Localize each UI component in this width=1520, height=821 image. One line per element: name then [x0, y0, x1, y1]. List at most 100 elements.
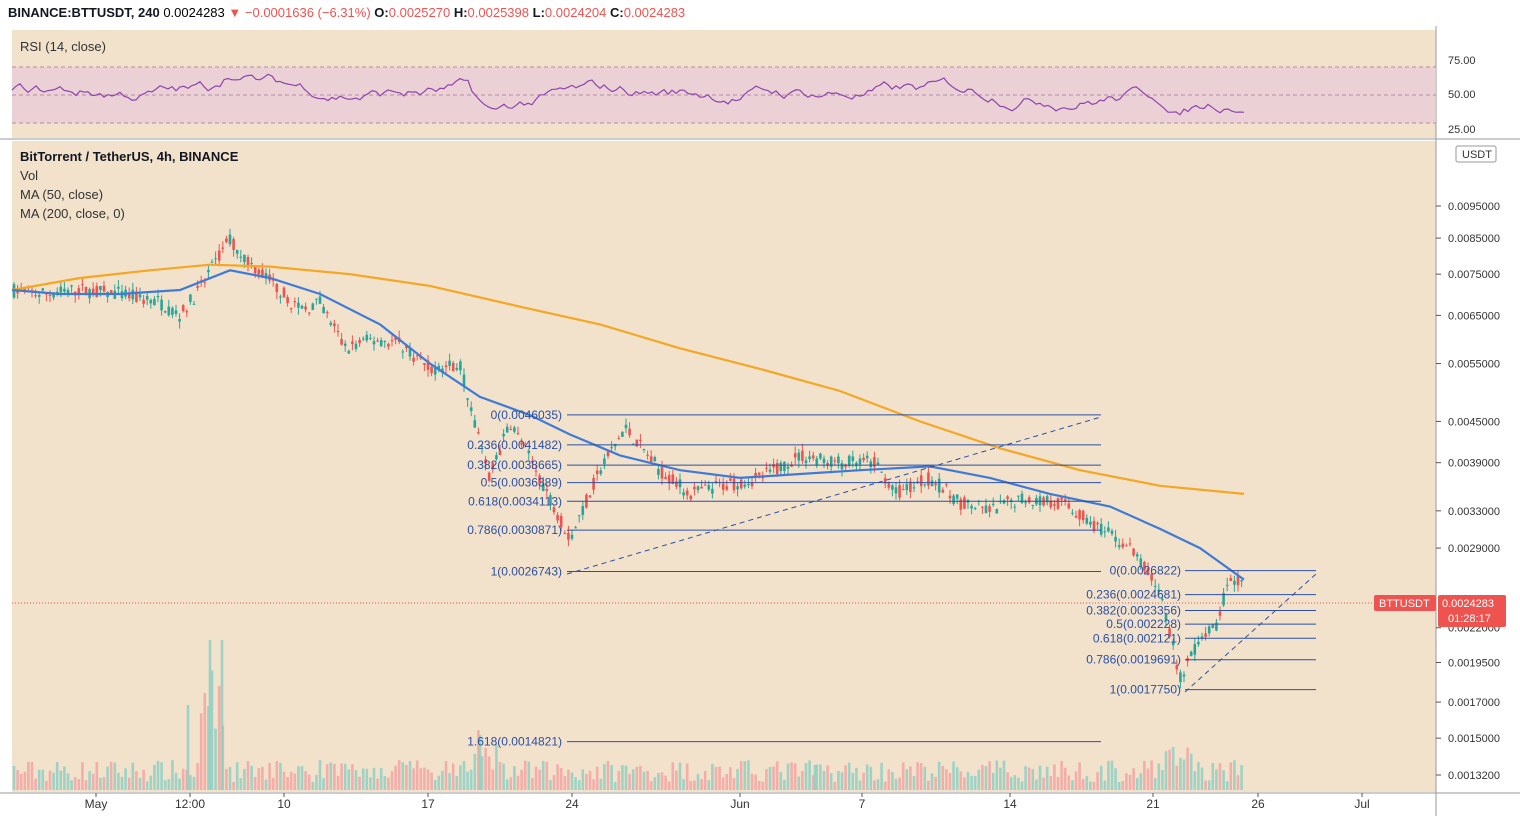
candle-body	[1161, 599, 1164, 601]
volume-bar	[545, 761, 549, 790]
candle-body	[1204, 633, 1207, 637]
main-legend-title[interactable]: BitTorrent / TetherUS, 4h, BINANCE	[20, 149, 239, 164]
volume-bar	[1002, 760, 1006, 790]
volume-bar	[1078, 762, 1081, 790]
legend-ma200[interactable]: MA (200, close, 0)	[20, 206, 125, 221]
candle-body	[232, 238, 235, 250]
volume-bar	[1060, 760, 1063, 790]
volume-bar	[41, 769, 45, 790]
candle-body	[851, 456, 855, 462]
fib-level-label: 0.618(0.0034113)	[468, 494, 562, 508]
candle-body	[293, 301, 297, 303]
volume-bar	[174, 772, 178, 790]
volume-bar	[736, 768, 739, 790]
candle-body	[1135, 554, 1139, 557]
candle-body	[570, 534, 574, 539]
candle-body	[858, 458, 862, 465]
volume-bar	[286, 777, 289, 790]
volume-bar	[419, 768, 423, 790]
candle-body	[235, 249, 239, 254]
volume-bar	[1189, 753, 1193, 790]
volume-bar	[1107, 760, 1110, 790]
volume-bar	[149, 775, 153, 790]
candle-body	[639, 439, 642, 441]
volume-bar	[923, 766, 927, 790]
fib-level-label: 0(0.0046035)	[491, 408, 562, 422]
legend-ma50[interactable]: MA (50, close)	[20, 187, 103, 202]
candle-body	[372, 341, 376, 345]
fib-trend-line-right[interactable]	[1184, 573, 1317, 693]
candle-body	[736, 486, 739, 490]
volume-bar	[466, 771, 469, 790]
candle-body	[376, 340, 379, 342]
volume-bar	[120, 776, 124, 790]
volume-bar	[1110, 760, 1114, 790]
candle-body	[358, 339, 361, 344]
fib-trend-line-left[interactable]	[566, 416, 1102, 575]
volume-bar	[1150, 760, 1153, 790]
candle-body	[455, 367, 459, 370]
volume-bar	[642, 771, 646, 790]
candle-body	[556, 514, 559, 521]
candle-body	[783, 461, 786, 471]
candle-body	[869, 461, 873, 468]
rsi-legend[interactable]: RSI (14, close)	[20, 39, 106, 54]
volume-bar	[1225, 781, 1229, 790]
volume-bar	[59, 770, 63, 790]
candle-body	[1020, 493, 1024, 503]
time-axis[interactable]: May 12:00 10 17 24 Jun 7 14 21 26 Jul	[85, 793, 1370, 811]
volume-bar	[930, 773, 934, 790]
candle-body	[289, 308, 293, 310]
volume-bar	[934, 776, 937, 790]
volume-bar	[646, 770, 649, 790]
last-price: 0.0024283	[163, 5, 225, 20]
volume-bar	[99, 777, 102, 790]
volume-bar	[376, 778, 379, 790]
candle-body	[685, 490, 689, 496]
candle-body	[725, 486, 729, 490]
candle-body	[1229, 578, 1233, 581]
open-label: O:	[374, 5, 389, 20]
volume-bar	[1031, 768, 1035, 790]
volume-bar	[1063, 767, 1067, 790]
volume-bar	[325, 764, 329, 790]
rsi-tick: 25.00	[1448, 124, 1476, 136]
candle-body	[153, 298, 156, 306]
main-pane[interactable]	[12, 141, 1436, 792]
low-value: 0.0024204	[544, 5, 607, 20]
candle-body	[1146, 568, 1150, 574]
candle-body	[1107, 527, 1110, 532]
price-tick-label: 0.0015000	[1448, 733, 1500, 745]
volume-bar	[462, 761, 466, 790]
fib-retracement-right[interactable]: 0(0.0026822) 0.236(0.0024681)0.382(0.0023…	[1086, 564, 1316, 697]
candle-body	[1218, 611, 1222, 616]
volume-bar	[1211, 763, 1215, 790]
volume-bar	[293, 773, 297, 790]
ma-200-line	[11, 263, 1245, 495]
candle-body	[855, 462, 858, 467]
candle-body	[952, 495, 955, 504]
fib-retracement-left[interactable]: 0(0.0046035) 0.236(0.0041482) 0.382(0.0038…	[467, 408, 1101, 749]
legend-volume[interactable]: Vol	[20, 168, 38, 183]
candle-body	[937, 478, 941, 493]
volume-bar	[588, 770, 592, 790]
volume-bar	[613, 781, 617, 790]
volume-bar	[502, 763, 505, 790]
time-tick-label: Jun	[730, 797, 749, 811]
volume-bar	[977, 769, 981, 790]
candle-body	[343, 343, 347, 346]
candle-body	[264, 273, 268, 279]
volume-bar	[808, 760, 811, 790]
candle-body	[102, 285, 106, 292]
volume-bar	[685, 763, 689, 790]
candle-body	[829, 456, 833, 467]
symbol-label[interactable]: BINANCE:BTTUSDT, 240	[8, 5, 160, 20]
volume-bar	[48, 770, 52, 790]
volume-bar	[1042, 777, 1045, 790]
volume-bar	[142, 769, 145, 790]
price-chart[interactable]: 75.00 50.00 25.00 0(0.0046035) 0.236(0.00…	[0, 26, 1520, 821]
volume-bar	[412, 768, 415, 790]
candle-body	[567, 532, 570, 540]
close-value: 0.0024283	[623, 5, 686, 20]
candle-body	[99, 286, 102, 291]
